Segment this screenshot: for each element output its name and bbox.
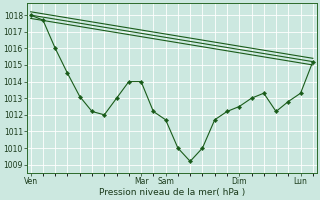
X-axis label: Pression niveau de la mer( hPa ): Pression niveau de la mer( hPa ) bbox=[99, 188, 245, 197]
